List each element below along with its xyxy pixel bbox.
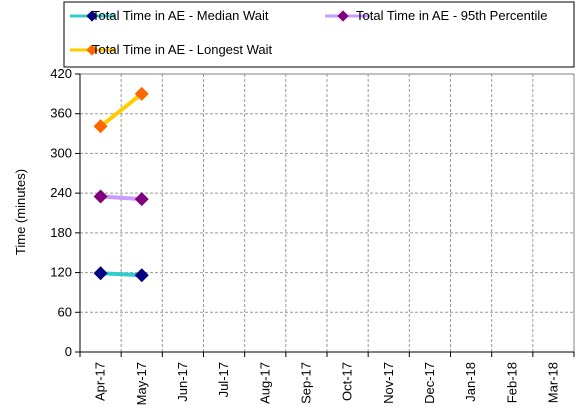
data-point-marker: [93, 266, 108, 281]
data-point-marker: [93, 189, 108, 204]
legend-entry-median: Total Time in AE - Median Wait: [70, 8, 269, 23]
legend-box: [63, 1, 575, 68]
data-point-marker: [134, 268, 149, 283]
legend-marker-longest: [86, 44, 98, 56]
plot-area: 0 60 120 180 240 300 360 420 Apr-17 May-17 Jun-17 J…: [50, 66, 575, 405]
x-tick-label: Jul-17: [216, 362, 231, 397]
x-tick-label: Nov-17: [381, 362, 396, 404]
x-tick-label: May-17: [134, 362, 149, 405]
y-tick-label: 360: [50, 106, 72, 121]
x-tick-label: Feb-18: [504, 362, 519, 403]
legend: Total Time in AE - Median Wait Total Tim…: [63, 1, 575, 68]
series-line: [100, 194, 142, 202]
legend-label-median: Total Time in AE - Median Wait: [92, 8, 269, 23]
legend-entry-longest: Total Time in AE - Longest Wait: [70, 42, 273, 57]
data-point-marker: [134, 86, 149, 101]
x-tick-label: Apr-17: [93, 362, 108, 401]
x-tick-label: Jun-17: [175, 362, 190, 402]
x-tick-label: Aug-17: [257, 362, 272, 404]
y-tick-label: 300: [50, 145, 72, 160]
x-tick-label: Mar-18: [545, 362, 560, 403]
data-point-marker: [134, 192, 149, 207]
legend-entry-95th: Total Time in AE - 95th Percentile: [325, 8, 547, 23]
y-tick-label: 420: [50, 66, 72, 81]
legend-label-95th: Total Time in AE - 95th Percentile: [356, 8, 547, 23]
y-tick-label: 120: [50, 265, 72, 280]
x-tick-label: Sep-17: [298, 362, 313, 404]
y-tick-label: 180: [50, 225, 72, 240]
y-tick-label: 240: [50, 185, 72, 200]
legend-label-longest: Total Time in AE - Longest Wait: [92, 42, 273, 57]
series-line: [100, 271, 142, 278]
x-tick-label: Oct-17: [340, 362, 355, 401]
y-tick-label: 0: [65, 344, 72, 359]
series-line: [99, 92, 143, 128]
data-point-marker: [93, 119, 108, 134]
y-tick-label: 60: [58, 304, 72, 319]
x-tick-label: Dec-17: [422, 362, 437, 404]
x-tick-label: Jan-18: [463, 362, 478, 402]
y-axis-title: Time (minutes): [13, 169, 28, 255]
